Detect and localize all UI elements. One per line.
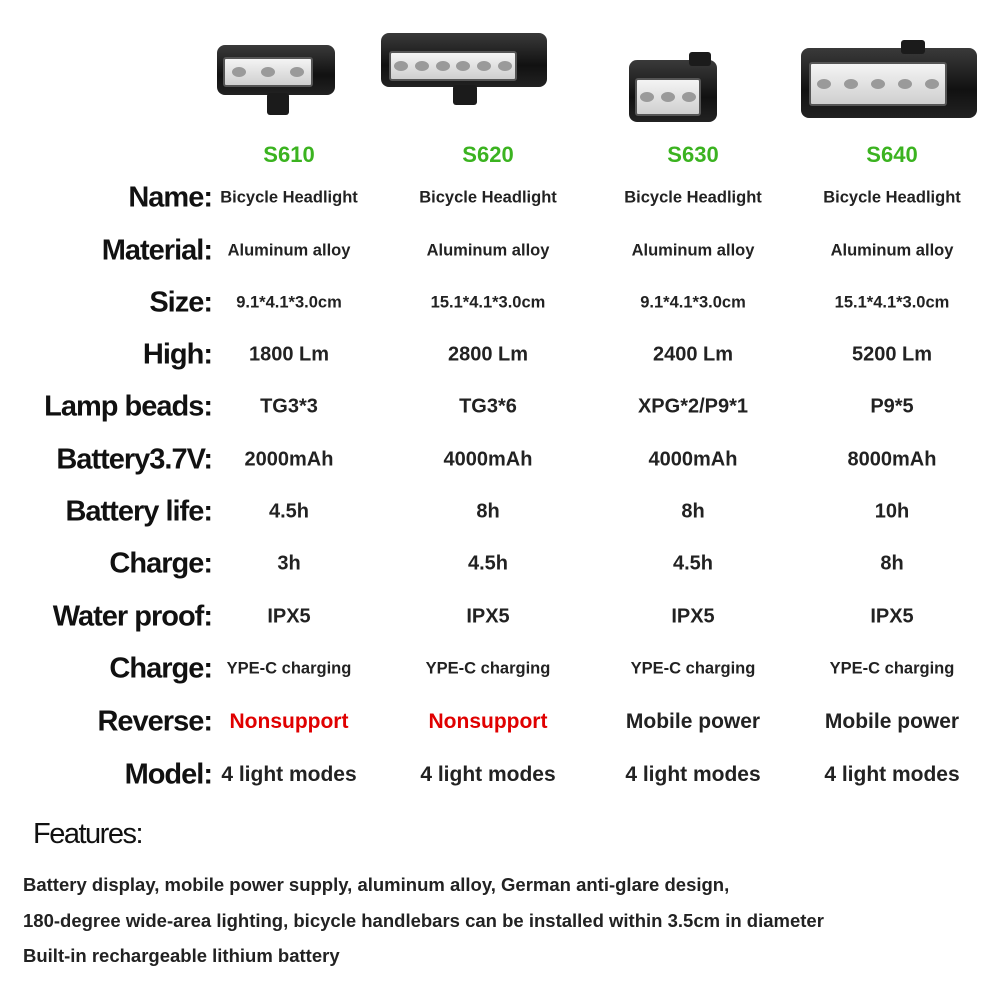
cell-charge-time: 4.5h [672,552,714,575]
cell-material: Aluminum alloy [426,241,550,260]
feature-line: 180-degree wide-area lighting, bicycle h… [23,910,824,931]
cell-battery: 2000mAh [244,448,334,471]
cell-reverse: Nonsupport [428,710,548,733]
cell-charge-time: 8h [880,552,904,575]
cell-water-proof: IPX5 [267,605,311,628]
row-label-charge: Charge: [109,652,213,685]
cell-name: Bicycle Headlight [220,188,358,207]
cell-lamp-beads: TG3*6 [459,395,517,418]
feature-line: Battery display, mobile power supply, al… [23,874,730,895]
cell-battery-life: 8h [681,500,705,523]
cell-reverse: Nonsupport [229,710,349,733]
row-label-lamp-beads: Lamp beads: [44,390,213,423]
cell-high: 2400 Lm [652,343,734,366]
features-title: Features: [33,818,144,850]
row-label-charge-time: Charge: [109,547,213,580]
cell-water-proof: IPX5 [870,605,914,628]
cell-battery: 4000mAh [648,448,738,471]
cell-reverse: Mobile power [824,710,960,733]
row-label-reverse: Reverse: [97,705,213,738]
model-s610: S610 [263,142,315,167]
cell-battery-life: 4.5h [268,500,310,523]
cell-name: Bicycle Headlight [823,188,961,207]
cell-charge: YPE-C charging [425,659,551,678]
cell-battery: 8000mAh [847,448,937,471]
row-label-high: High: [142,338,213,371]
cell-battery-life: 10h [874,500,910,523]
cell-battery: 4000mAh [443,448,533,471]
row-label-name: Name: [128,181,213,214]
cell-charge-time: 4.5h [467,552,509,575]
cell-size: 15.1*4.1*3.0cm [430,293,546,312]
cell-model-modes: 4 light modes [221,763,357,786]
cell-material: Aluminum alloy [631,241,755,260]
feature-line: Built-in rechargeable lithium battery [23,945,340,966]
cell-lamp-beads: P9*5 [870,395,914,418]
s640-headlight-image [801,40,977,120]
cell-material: Aluminum alloy [830,241,954,260]
cell-model-modes: 4 light modes [824,763,960,786]
cell-water-proof: IPX5 [466,605,510,628]
cell-high: 2800 Lm [447,343,529,366]
cell-charge-time: 3h [277,552,301,575]
row-label-water-proof: Water proof: [52,600,213,633]
row-label-size: Size: [149,286,213,319]
s630-headlight-image [629,52,719,122]
cell-lamp-beads: XPG*2/P9*1 [637,395,749,418]
s610-headlight-image [217,45,335,115]
cell-lamp-beads: TG3*3 [260,395,318,418]
row-label-material: Material: [101,234,213,267]
cell-high: 1800 Lm [248,343,330,366]
cell-size: 15.1*4.1*3.0cm [834,293,950,312]
cell-battery-life: 8h [476,500,500,523]
cell-size: 9.1*4.1*3.0cm [640,293,746,312]
s620-headlight-image [381,33,547,105]
cell-name: Bicycle Headlight [624,188,762,207]
cell-high: 5200 Lm [851,343,933,366]
cell-material: Aluminum alloy [227,241,351,260]
row-label-model-modes: Model: [124,758,213,791]
cell-name: Bicycle Headlight [419,188,557,207]
row-label-battery-life: Battery life: [65,495,213,528]
cell-model-modes: 4 light modes [625,763,761,786]
cell-water-proof: IPX5 [671,605,715,628]
model-s640: S640 [866,142,918,167]
cell-size: 9.1*4.1*3.0cm [236,293,342,312]
cell-charge: YPE-C charging [226,659,352,678]
cell-charge: YPE-C charging [630,659,756,678]
cell-reverse: Mobile power [625,710,761,733]
model-s620: S620 [462,142,514,167]
cell-charge: YPE-C charging [829,659,955,678]
model-s630: S630 [667,142,719,167]
row-label-battery: Battery3.7V: [56,443,213,476]
cell-model-modes: 4 light modes [420,763,556,786]
